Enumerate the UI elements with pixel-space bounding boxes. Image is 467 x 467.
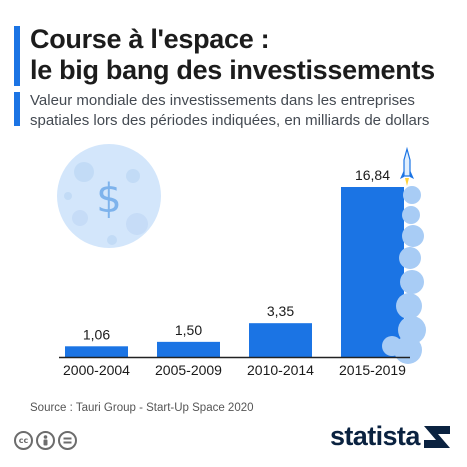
category-label: 2005-2009	[155, 362, 222, 378]
value-label: 3,35	[267, 303, 294, 319]
no-derivatives-icon[interactable]	[58, 431, 77, 450]
value-label: 1,50	[175, 322, 202, 338]
smoke-puff	[402, 206, 420, 224]
category-label: 2000-2004	[63, 362, 130, 378]
chart-subtitle: Valeur mondiale des investissements dans…	[30, 91, 460, 131]
bar-2015-2019	[341, 187, 404, 357]
value-label: 16,84	[355, 167, 390, 183]
bar-2000-2004	[65, 346, 128, 357]
category-labels-group: 2000-2004 2005-2009 2010-2014 2015-2019	[63, 362, 406, 378]
title-accent-bar	[14, 26, 20, 86]
subtitle-line-1: Valeur mondiale des investissements dans…	[30, 92, 415, 109]
title-line-1: Course à l'espace :	[30, 24, 270, 54]
smoke-puff	[382, 336, 402, 356]
statista-flag-icon	[423, 425, 450, 448]
title-line-2: le big bang des investissements	[30, 55, 435, 85]
source-note: Source : Tauri Group - Start-Up Space 20…	[30, 402, 254, 414]
attribution-person-icon[interactable]	[36, 431, 55, 450]
brand-name: statista	[330, 421, 420, 451]
subtitle-line-2: spatiales lors des périodes indiquées, e…	[30, 112, 430, 129]
rocket-icon	[400, 146, 414, 186]
value-labels-group: 1,06 1,50 3,35 16,84	[83, 167, 390, 342]
smoke-puff	[403, 186, 421, 204]
smoke-puff	[396, 293, 422, 319]
statista-logo[interactable]: statista	[330, 421, 450, 452]
category-label: 2015-2019	[339, 362, 406, 378]
creative-commons-icon[interactable]: cc	[14, 431, 33, 450]
smoke-puff	[400, 270, 424, 294]
license-icons[interactable]: cc	[14, 431, 77, 450]
moon-dollar-icon: $	[57, 144, 161, 248]
bars-group	[65, 187, 404, 357]
subtitle-accent-bar	[14, 92, 20, 126]
category-label: 2010-2014	[247, 362, 314, 378]
bar-2010-2014	[249, 323, 312, 357]
smoke-puff	[399, 247, 421, 269]
value-label: 1,06	[83, 326, 110, 342]
bar-2005-2009	[157, 341, 220, 357]
page-title: Course à l'espace : le big bang des inve…	[30, 24, 460, 86]
svg-text:$: $	[96, 176, 121, 222]
smoke-puff	[402, 225, 424, 247]
